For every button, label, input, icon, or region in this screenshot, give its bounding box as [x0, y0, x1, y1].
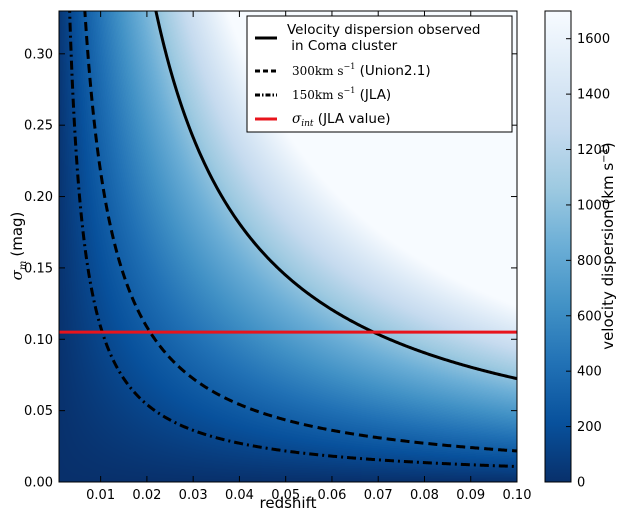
y-tick-label: 0.10 — [24, 333, 53, 348]
colorbar-label: velocity dispersion (km s−1) — [599, 142, 617, 350]
legend-union-exponent: −1 — [344, 62, 356, 71]
colorbar-label-exponent: −1 — [599, 148, 610, 163]
colorbar-tick-label: 1600 — [577, 32, 610, 47]
colorbar — [544, 10, 572, 483]
y-tick-label: 0.30 — [24, 47, 53, 62]
y-axis-label-unit: (mag) — [8, 212, 26, 257]
legend-sigma-subscript: int — [301, 119, 314, 129]
colorbar-tick-label: 400 — [577, 365, 602, 380]
colorbar-tick-label: 1200 — [577, 143, 610, 158]
y-tick-label: 0.15 — [24, 261, 53, 276]
y-tick-label: 0.00 — [24, 476, 53, 491]
series-curve-0 — [154, 11, 517, 381]
legend-jla-exponent: −1 — [344, 86, 356, 95]
colorbar-tick-label: 1400 — [577, 88, 610, 103]
colorbar-label-text: velocity dispersion (km s — [599, 163, 617, 350]
series-curve-2 — [68, 11, 517, 468]
legend-label-union: 300km s−1 (Union2.1) — [292, 62, 431, 79]
colorbar-ticks: 0 200 400 600 800 1000 1200 1400 1600 — [566, 32, 610, 491]
colorbar-tick-label: 1000 — [577, 198, 610, 213]
curves — [59, 11, 517, 468]
legend-jla-value: 150 — [292, 88, 315, 102]
colorbar-tick-label: 0 — [577, 476, 585, 491]
legend-sigma-suffix: (JLA value) — [314, 111, 391, 127]
legend-label-coma-line1: Velocity dispersion observed — [287, 22, 481, 38]
legend-box — [246, 15, 513, 133]
legend-union-value: 300 — [292, 64, 315, 78]
y-axis-label-symbol: σ — [8, 269, 26, 280]
legend-union-unit: km s — [315, 64, 344, 78]
plot-frame — [58, 10, 518, 483]
colorbar-tick-label: 600 — [577, 309, 602, 324]
x-tick-label: 0.10 — [503, 488, 532, 503]
y-axis-label-subscript: m — [18, 261, 29, 270]
legend-sigma-symbol: σ — [292, 111, 302, 127]
legend-label-sigma-int: σint (JLA value) — [292, 111, 391, 129]
y-axis: 0.00 0.05 0.10 0.15 0.20 0.25 0.30 — [24, 47, 517, 491]
x-tick-label: 0.03 — [179, 488, 208, 503]
colorbar-tick-label: 800 — [577, 254, 602, 269]
y-tick-label: 0.20 — [24, 190, 53, 205]
legend-label-coma-line2: in Coma cluster — [287, 38, 398, 54]
x-axis: 0.01 0.02 0.03 0.04 0.05 0.06 0.07 0.08 0.09 0.10 — [86, 11, 531, 503]
x-tick-label: 0.05 — [271, 488, 300, 503]
colorbar-label-close: ) — [599, 142, 617, 148]
x-tick-label: 0.02 — [132, 488, 161, 503]
x-tick-label: 0.08 — [410, 488, 439, 503]
y-tick-label: 0.25 — [24, 119, 53, 134]
x-axis-label: redshift — [260, 494, 317, 512]
legend-union-suffix: (Union2.1) — [355, 63, 430, 79]
legend-jla-suffix: (JLA) — [355, 87, 391, 103]
y-axis-label: σm (mag) — [8, 212, 29, 281]
y-tick-label: 0.05 — [24, 404, 53, 419]
x-tick-label: 0.04 — [225, 488, 254, 503]
x-tick-label: 0.07 — [364, 488, 393, 503]
x-tick-label: 0.06 — [317, 488, 346, 503]
legend-label-jla: 150km s−1 (JLA) — [292, 86, 391, 103]
series-curve-1 — [83, 11, 517, 453]
legend-jla-unit: km s — [315, 88, 344, 102]
x-tick-label: 0.09 — [456, 488, 485, 503]
colorbar-tick-label: 200 — [577, 420, 602, 435]
x-tick-label: 0.01 — [86, 488, 115, 503]
legend: Velocity dispersion observed in Coma clu… — [246, 15, 513, 133]
